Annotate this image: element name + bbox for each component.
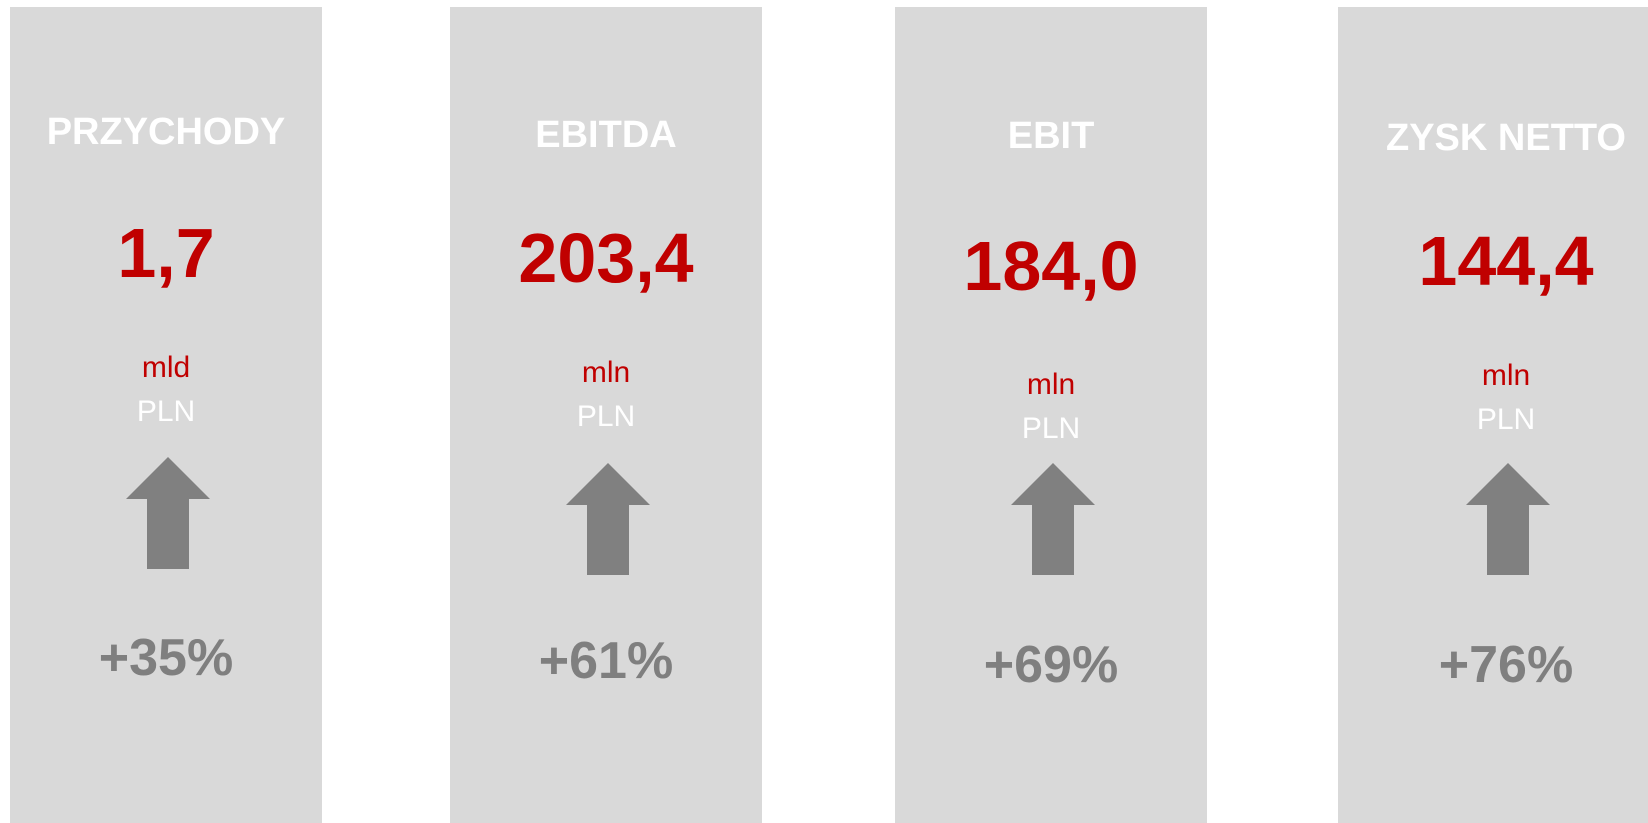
up-arrow <box>1466 463 1550 575</box>
card-unit: mln <box>1481 359 1531 392</box>
card-change: +61% <box>538 632 674 690</box>
card-unit: mld <box>141 351 191 384</box>
card-currency: PLN <box>1476 403 1536 436</box>
card-currency: PLN <box>576 400 636 433</box>
card-unit: mln <box>1026 368 1076 401</box>
card-title: EBITDA <box>535 114 677 156</box>
kpi-card: PRZYCHODY 1,7 mld PLN +35% <box>10 7 322 823</box>
kpi-card: ZYSK NETTO 144,4 mln PLN +76% <box>1338 7 1648 823</box>
card-value: 203,4 <box>518 219 694 297</box>
card-currency: PLN <box>1021 412 1081 445</box>
card-change: +76% <box>1438 636 1574 694</box>
up-arrow <box>566 463 650 575</box>
card-title: EBIT <box>1007 115 1095 157</box>
card-title: ZYSK NETTO <box>1386 117 1626 159</box>
card-change: +35% <box>98 629 234 687</box>
card-title: PRZYCHODY <box>46 111 286 153</box>
card-unit: mln <box>581 356 631 389</box>
card-currency: PLN <box>136 395 196 428</box>
card-value: 144,4 <box>1418 222 1594 300</box>
card-value: 184,0 <box>963 227 1139 305</box>
card-value: 1,7 <box>117 214 215 292</box>
card-change: +69% <box>983 636 1119 694</box>
kpi-card: EBITDA 203,4 mln PLN +61% <box>450 7 762 823</box>
kpi-card: EBIT 184,0 mln PLN +69% <box>895 7 1207 823</box>
up-arrow <box>1011 463 1095 575</box>
up-arrow <box>126 457 210 569</box>
